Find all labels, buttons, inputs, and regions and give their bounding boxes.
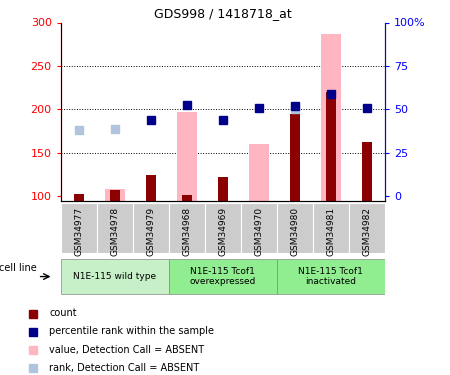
Text: GSM34981: GSM34981 [326, 207, 335, 256]
Text: rank, Detection Call = ABSENT: rank, Detection Call = ABSENT [50, 363, 200, 372]
Bar [97, 202, 133, 253]
Bar [146, 174, 156, 201]
Text: value, Detection Call = ABSENT: value, Detection Call = ABSENT [50, 345, 205, 354]
Text: N1E-115 wild type: N1E-115 wild type [73, 272, 156, 281]
Bar [182, 195, 192, 201]
Bar [349, 202, 385, 253]
Bar [74, 194, 84, 201]
Bar [169, 259, 277, 294]
Bar [362, 142, 372, 201]
Bar [61, 259, 169, 294]
Bar [169, 202, 205, 253]
Text: cell line: cell line [0, 263, 36, 273]
Text: count: count [50, 309, 77, 318]
Text: GSM34968: GSM34968 [182, 207, 191, 256]
Text: GSM34969: GSM34969 [218, 207, 227, 256]
Bar [218, 177, 228, 201]
Bar [61, 202, 97, 253]
Bar [133, 202, 169, 253]
Bar [110, 190, 120, 201]
Bar [205, 202, 241, 253]
Bar [313, 202, 349, 253]
Text: N1E-115 Tcof1
inactivated: N1E-115 Tcof1 inactivated [298, 267, 363, 286]
Bar [277, 259, 385, 294]
Bar [241, 202, 277, 253]
Text: GSM34978: GSM34978 [110, 207, 119, 256]
Text: GSM34970: GSM34970 [254, 207, 263, 256]
Bar [290, 114, 300, 201]
Text: N1E-115 Tcof1
overexpressed: N1E-115 Tcof1 overexpressed [189, 267, 256, 286]
Text: GSM34979: GSM34979 [146, 207, 155, 256]
Bar [177, 112, 197, 201]
Title: GDS998 / 1418718_at: GDS998 / 1418718_at [154, 7, 292, 20]
Text: percentile rank within the sample: percentile rank within the sample [50, 327, 214, 336]
Bar [326, 92, 336, 201]
Bar [249, 144, 269, 201]
Text: GSM34982: GSM34982 [362, 207, 371, 255]
Text: GSM34977: GSM34977 [74, 207, 83, 256]
Bar [321, 34, 341, 201]
Bar [277, 202, 313, 253]
Bar [105, 189, 125, 201]
Text: GSM34980: GSM34980 [290, 207, 299, 256]
